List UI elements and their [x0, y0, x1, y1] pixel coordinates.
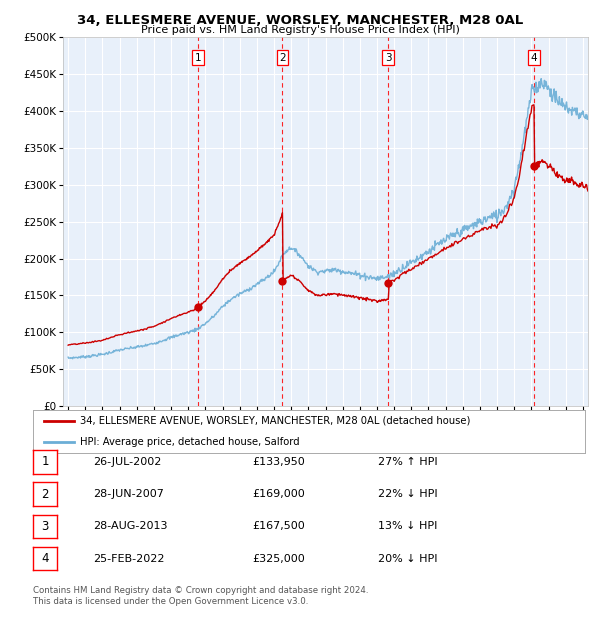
Text: 20% ↓ HPI: 20% ↓ HPI — [378, 554, 437, 564]
Text: 13% ↓ HPI: 13% ↓ HPI — [378, 521, 437, 531]
Text: 28-AUG-2013: 28-AUG-2013 — [93, 521, 167, 531]
Text: 2: 2 — [41, 488, 49, 500]
Text: 1: 1 — [195, 53, 202, 63]
Text: 22% ↓ HPI: 22% ↓ HPI — [378, 489, 437, 499]
Text: £133,950: £133,950 — [252, 457, 305, 467]
Text: 1: 1 — [41, 456, 49, 468]
Text: This data is licensed under the Open Government Licence v3.0.: This data is licensed under the Open Gov… — [33, 597, 308, 606]
Text: 34, ELLESMERE AVENUE, WORSLEY, MANCHESTER, M28 0AL (detached house): 34, ELLESMERE AVENUE, WORSLEY, MANCHESTE… — [80, 416, 470, 426]
Text: 3: 3 — [41, 520, 49, 533]
Text: 4: 4 — [41, 552, 49, 565]
Text: 28-JUN-2007: 28-JUN-2007 — [93, 489, 164, 499]
Text: 27% ↑ HPI: 27% ↑ HPI — [378, 457, 437, 467]
Text: 2: 2 — [279, 53, 286, 63]
Text: 3: 3 — [385, 53, 392, 63]
Text: Contains HM Land Registry data © Crown copyright and database right 2024.: Contains HM Land Registry data © Crown c… — [33, 586, 368, 595]
Text: 26-JUL-2002: 26-JUL-2002 — [93, 457, 161, 467]
Text: £169,000: £169,000 — [252, 489, 305, 499]
Text: 4: 4 — [530, 53, 537, 63]
Text: 25-FEB-2022: 25-FEB-2022 — [93, 554, 164, 564]
Text: HPI: Average price, detached house, Salford: HPI: Average price, detached house, Salf… — [80, 437, 299, 447]
Text: £167,500: £167,500 — [252, 521, 305, 531]
Text: £325,000: £325,000 — [252, 554, 305, 564]
Text: 34, ELLESMERE AVENUE, WORSLEY, MANCHESTER, M28 0AL: 34, ELLESMERE AVENUE, WORSLEY, MANCHESTE… — [77, 14, 523, 27]
Text: Price paid vs. HM Land Registry's House Price Index (HPI): Price paid vs. HM Land Registry's House … — [140, 25, 460, 35]
